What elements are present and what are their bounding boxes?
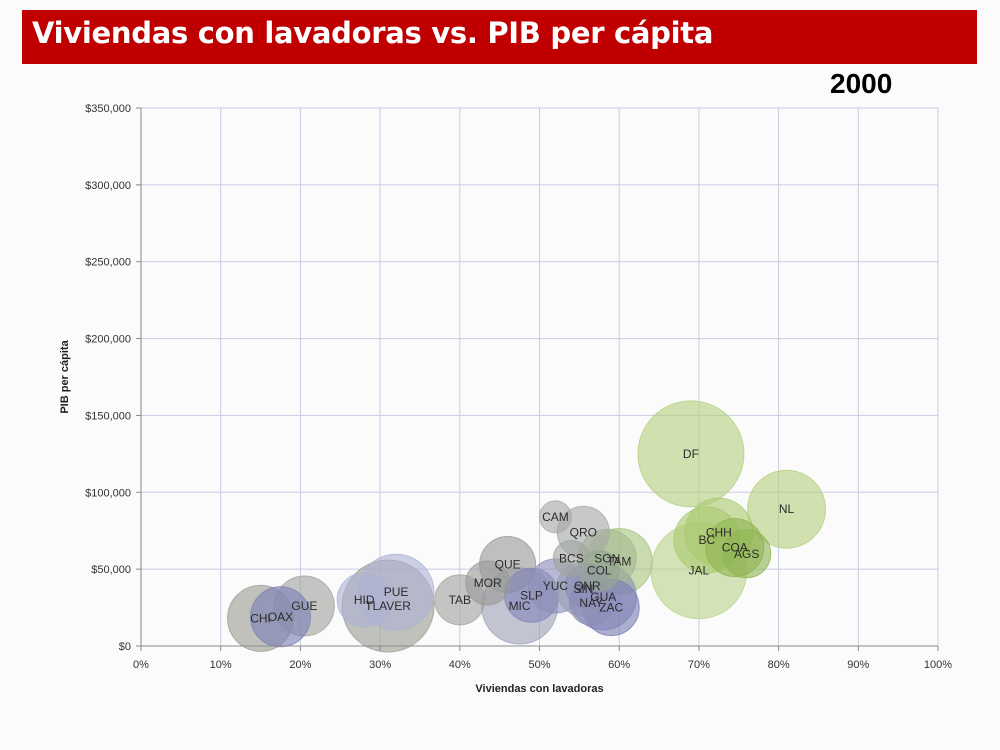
bubble-cam bbox=[538, 500, 572, 534]
bubble-label-chh: CHH bbox=[706, 525, 732, 539]
y-tick-label: $150,000 bbox=[85, 410, 131, 422]
bubble-label-tab: TAB bbox=[449, 593, 471, 607]
bubble-label-cam: CAM bbox=[542, 510, 569, 524]
bubble-label-mic: MIC bbox=[509, 599, 531, 613]
bubbles bbox=[227, 400, 827, 653]
bubble-oax bbox=[249, 586, 311, 648]
bubble-label-df: DF bbox=[683, 447, 699, 461]
x-tick-label: 20% bbox=[289, 659, 311, 671]
bubble-ags bbox=[722, 529, 772, 579]
x-tick-label: 90% bbox=[847, 659, 869, 671]
x-tick-label: 50% bbox=[528, 659, 550, 671]
bubble-label-slp: SLP bbox=[520, 588, 543, 602]
x-tick-label: 10% bbox=[210, 659, 232, 671]
x-tick-label: 40% bbox=[449, 659, 471, 671]
grid bbox=[141, 107, 939, 646]
bubble-label-que: QUE bbox=[495, 558, 521, 572]
bubble-label-tam: TAM bbox=[607, 554, 631, 568]
bubble-label-hid: HID bbox=[354, 593, 375, 607]
y-tick-label: $50,000 bbox=[91, 564, 131, 576]
bubble-bcs bbox=[552, 539, 590, 577]
bubble-label-bc: BC bbox=[699, 533, 716, 547]
x-tick-label: 0% bbox=[133, 659, 149, 671]
page-title: Viviendas con lavadoras vs. PIB per cápi… bbox=[32, 16, 714, 50]
bubble-label-zac: ZAC bbox=[599, 601, 623, 615]
bubble-label-nay: NAY bbox=[579, 596, 603, 610]
bubble-label-tlaver: TLAVER bbox=[365, 599, 411, 613]
bubble-label-chi: CHI bbox=[250, 611, 271, 625]
bubble-label-gue: GUE bbox=[291, 599, 317, 613]
y-tick-label: $0 bbox=[119, 641, 131, 653]
bubble-df bbox=[637, 400, 745, 508]
title-bar: Viviendas con lavadoras vs. PIB per cápi… bbox=[22, 10, 977, 64]
year-label: 2000 bbox=[830, 68, 893, 99]
x-tick-label: 70% bbox=[688, 659, 710, 671]
x-tick-label: 30% bbox=[369, 659, 391, 671]
x-tick-label: 100% bbox=[924, 659, 952, 671]
axes: 0% 10% 20% 30% 40% 50% 60% 70% 80% 90% 100% $0 $50,0… bbox=[59, 103, 952, 695]
bubble-mor bbox=[465, 560, 511, 606]
bubble-label-bcs: BCS bbox=[559, 551, 584, 565]
y-axis-title: PIB per cápita bbox=[59, 339, 71, 413]
bubble-hid bbox=[336, 572, 392, 628]
x-tick-label: 80% bbox=[768, 659, 790, 671]
bubble-label-pue: PUE bbox=[384, 585, 409, 599]
bubble-label-sin: SIN bbox=[573, 582, 593, 596]
bubble-label-coa: COA bbox=[722, 541, 748, 555]
bubble-label-ags: AGS bbox=[734, 547, 759, 561]
bubble-label-nl: NL bbox=[779, 502, 795, 516]
bubble-label-mor: MOR bbox=[474, 576, 502, 590]
bubble-label-jal: JAL bbox=[689, 564, 710, 578]
bubble-nl bbox=[747, 469, 827, 549]
bubble-label-yuc: YUC bbox=[543, 579, 569, 593]
x-tick-label: 60% bbox=[608, 659, 630, 671]
bubble-label-son: SON bbox=[594, 551, 620, 565]
bubble-label-gua: GUA bbox=[590, 590, 616, 604]
y-tick-label: $250,000 bbox=[85, 257, 131, 269]
bubble-label-oax: OAX bbox=[268, 610, 293, 624]
y-tick-label: $350,000 bbox=[85, 103, 131, 115]
y-tick-label: $300,000 bbox=[85, 180, 131, 192]
y-tick-label: $100,000 bbox=[85, 487, 131, 499]
y-tick-label: $200,000 bbox=[85, 334, 131, 346]
bubble-label-col: COL bbox=[587, 564, 612, 578]
bubble-label-qro: QRO bbox=[570, 525, 597, 539]
x-axis-title: Viviendas con lavadoras bbox=[475, 683, 603, 695]
bubble-label-qnr: QNR bbox=[574, 579, 601, 593]
